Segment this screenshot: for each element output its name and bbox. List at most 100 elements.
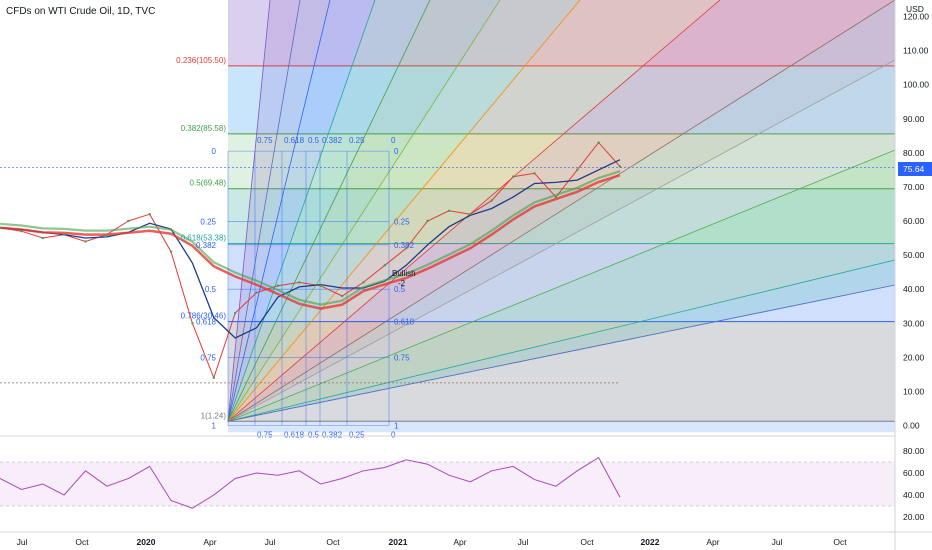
price-point-15 (319, 284, 322, 287)
price-point-22 (469, 212, 472, 216)
gann-left-label-6: 1 (212, 422, 217, 431)
price-tick-8: 40.00 (903, 284, 925, 294)
gann-bottom-label-4: 0.25 (349, 431, 365, 440)
price-point-29 (618, 165, 622, 168)
gann-mid-label-4: 0.618 (394, 318, 415, 327)
time-tick-9: Oct (580, 537, 594, 547)
gann-bottom-label-1: 0.618 (284, 431, 305, 440)
price-tick-12: 0.00 (903, 421, 920, 431)
price-point-9 (191, 322, 194, 325)
gann-mid-label-1: 0.25 (394, 218, 410, 227)
ma-short (0, 159, 621, 339)
annotation-bullish: Bullish (392, 269, 416, 278)
price-tick-4: 80.00 (903, 148, 925, 158)
price-point-21 (447, 209, 451, 212)
price-tick-9: 30.00 (903, 318, 925, 328)
price-tick-3: 90.00 (903, 114, 925, 124)
gann-left-label-4: 0.618 (196, 318, 217, 327)
gann-left-label-0: 0 (212, 147, 217, 156)
time-tick-5: Oct (326, 537, 340, 547)
fan-ray-1 (227, 0, 301, 422)
price-point-10 (212, 376, 215, 379)
time-tick-11: Apr (706, 537, 719, 547)
fan-dashed-ray (227, 284, 896, 422)
time-tick-8: Jul (518, 537, 529, 547)
rsi-tick-1: 60.00 (903, 468, 925, 478)
time-tick-6: 2021 (389, 537, 408, 547)
price-point-18 (383, 264, 387, 267)
price-point-23 (490, 199, 493, 202)
rsi-line (0, 456, 621, 509)
time-tick-2: 2020 (137, 537, 156, 547)
gann-bottom-label-2: 0.5 (308, 431, 320, 440)
time-tick-0: Jul (17, 537, 28, 547)
price-tick-11: 10.00 (903, 386, 925, 396)
gann-left-label-5: 0.75 (200, 353, 216, 362)
price-tick-1: 110.00 (903, 46, 929, 56)
fib-label-3: 0.618(53.38) (181, 234, 227, 243)
gann-top-label-5: 0 (391, 136, 396, 145)
price-point-24 (511, 175, 515, 178)
price-point-28 (597, 141, 600, 144)
fib-label-1: 0.382(85.58) (181, 124, 227, 133)
gann-grid (0, 150, 895, 426)
rsi-band (0, 462, 895, 506)
gann-top-label-3: 0.382 (322, 136, 343, 145)
price-point-4 (84, 240, 87, 243)
gann-left-label-1: 0.25 (200, 218, 216, 227)
price-point-2 (41, 236, 44, 240)
fib-band-2 (228, 133, 895, 189)
gann-bottom-label-3: 0.382 (322, 431, 343, 440)
gann-left-label-3: 0.5 (205, 285, 217, 294)
fib-band-0 (228, 0, 895, 66)
fan-ray-3 (227, 0, 376, 422)
price-point-1 (20, 230, 23, 233)
price-point-13 (276, 284, 280, 287)
gann-bottom-label-0: 0.75 (257, 431, 273, 440)
fib-band-1 (228, 65, 895, 134)
fib-band-5 (228, 321, 895, 422)
price-point-3 (62, 233, 66, 236)
level-labels: 0.236(105.50) 0.382(85.58) 0.5(69.48) 0.618… (176, 56, 414, 440)
fan-ray-4 (227, 0, 431, 422)
fan-ray-5 (227, 0, 501, 422)
price-point-27 (576, 168, 579, 172)
gann-mid-label-0: 0 (394, 147, 399, 156)
fib-band-4 (228, 243, 895, 322)
price-point-17 (362, 281, 365, 284)
annotation-bullish-count: -2 (398, 279, 406, 288)
price-point-7 (148, 212, 151, 216)
price-point-19 (405, 247, 408, 250)
price-point-6 (127, 219, 130, 223)
gann-mid-label-2: 0.382 (394, 241, 415, 250)
fib-label-4: 0.786(30.46) (181, 312, 227, 321)
fan-ray-6 (227, 0, 581, 422)
fib-label-2: 0.5(69.48) (190, 179, 227, 188)
gann-mid-label-6: 1 (394, 422, 399, 431)
gann-top-label-2: 0.5 (308, 136, 320, 145)
time-tick-3: Apr (203, 537, 216, 547)
gann-top-label-0: 0.75 (257, 136, 273, 145)
fan-ray-10 (227, 149, 896, 422)
price-tick-0: 120.00 (903, 12, 929, 22)
price-tick-6: 60.00 (903, 216, 925, 226)
rsi-pane (0, 435, 895, 509)
gann-top-label-1: 0.618 (284, 136, 305, 145)
price-point-5 (105, 233, 109, 236)
gann-bottom-label-5: 0 (391, 431, 396, 440)
price-point-12 (255, 291, 258, 294)
price-point-20 (426, 219, 429, 223)
price-tick-5: 70.00 (903, 182, 925, 192)
time-tick-10: 2022 (641, 537, 660, 547)
rsi-tick-3: 20.00 (903, 512, 925, 522)
rsi-tick-2: 40.00 (903, 490, 925, 500)
currency-label[interactable]: USD (906, 4, 924, 14)
price-point-25 (533, 172, 536, 175)
fan-ray-0 (227, 0, 271, 422)
fib-band-6 (228, 421, 895, 433)
gann-left-label-2: 0.382 (196, 241, 217, 250)
price-point-14 (298, 281, 301, 284)
fan-ray-7 (227, 0, 721, 422)
